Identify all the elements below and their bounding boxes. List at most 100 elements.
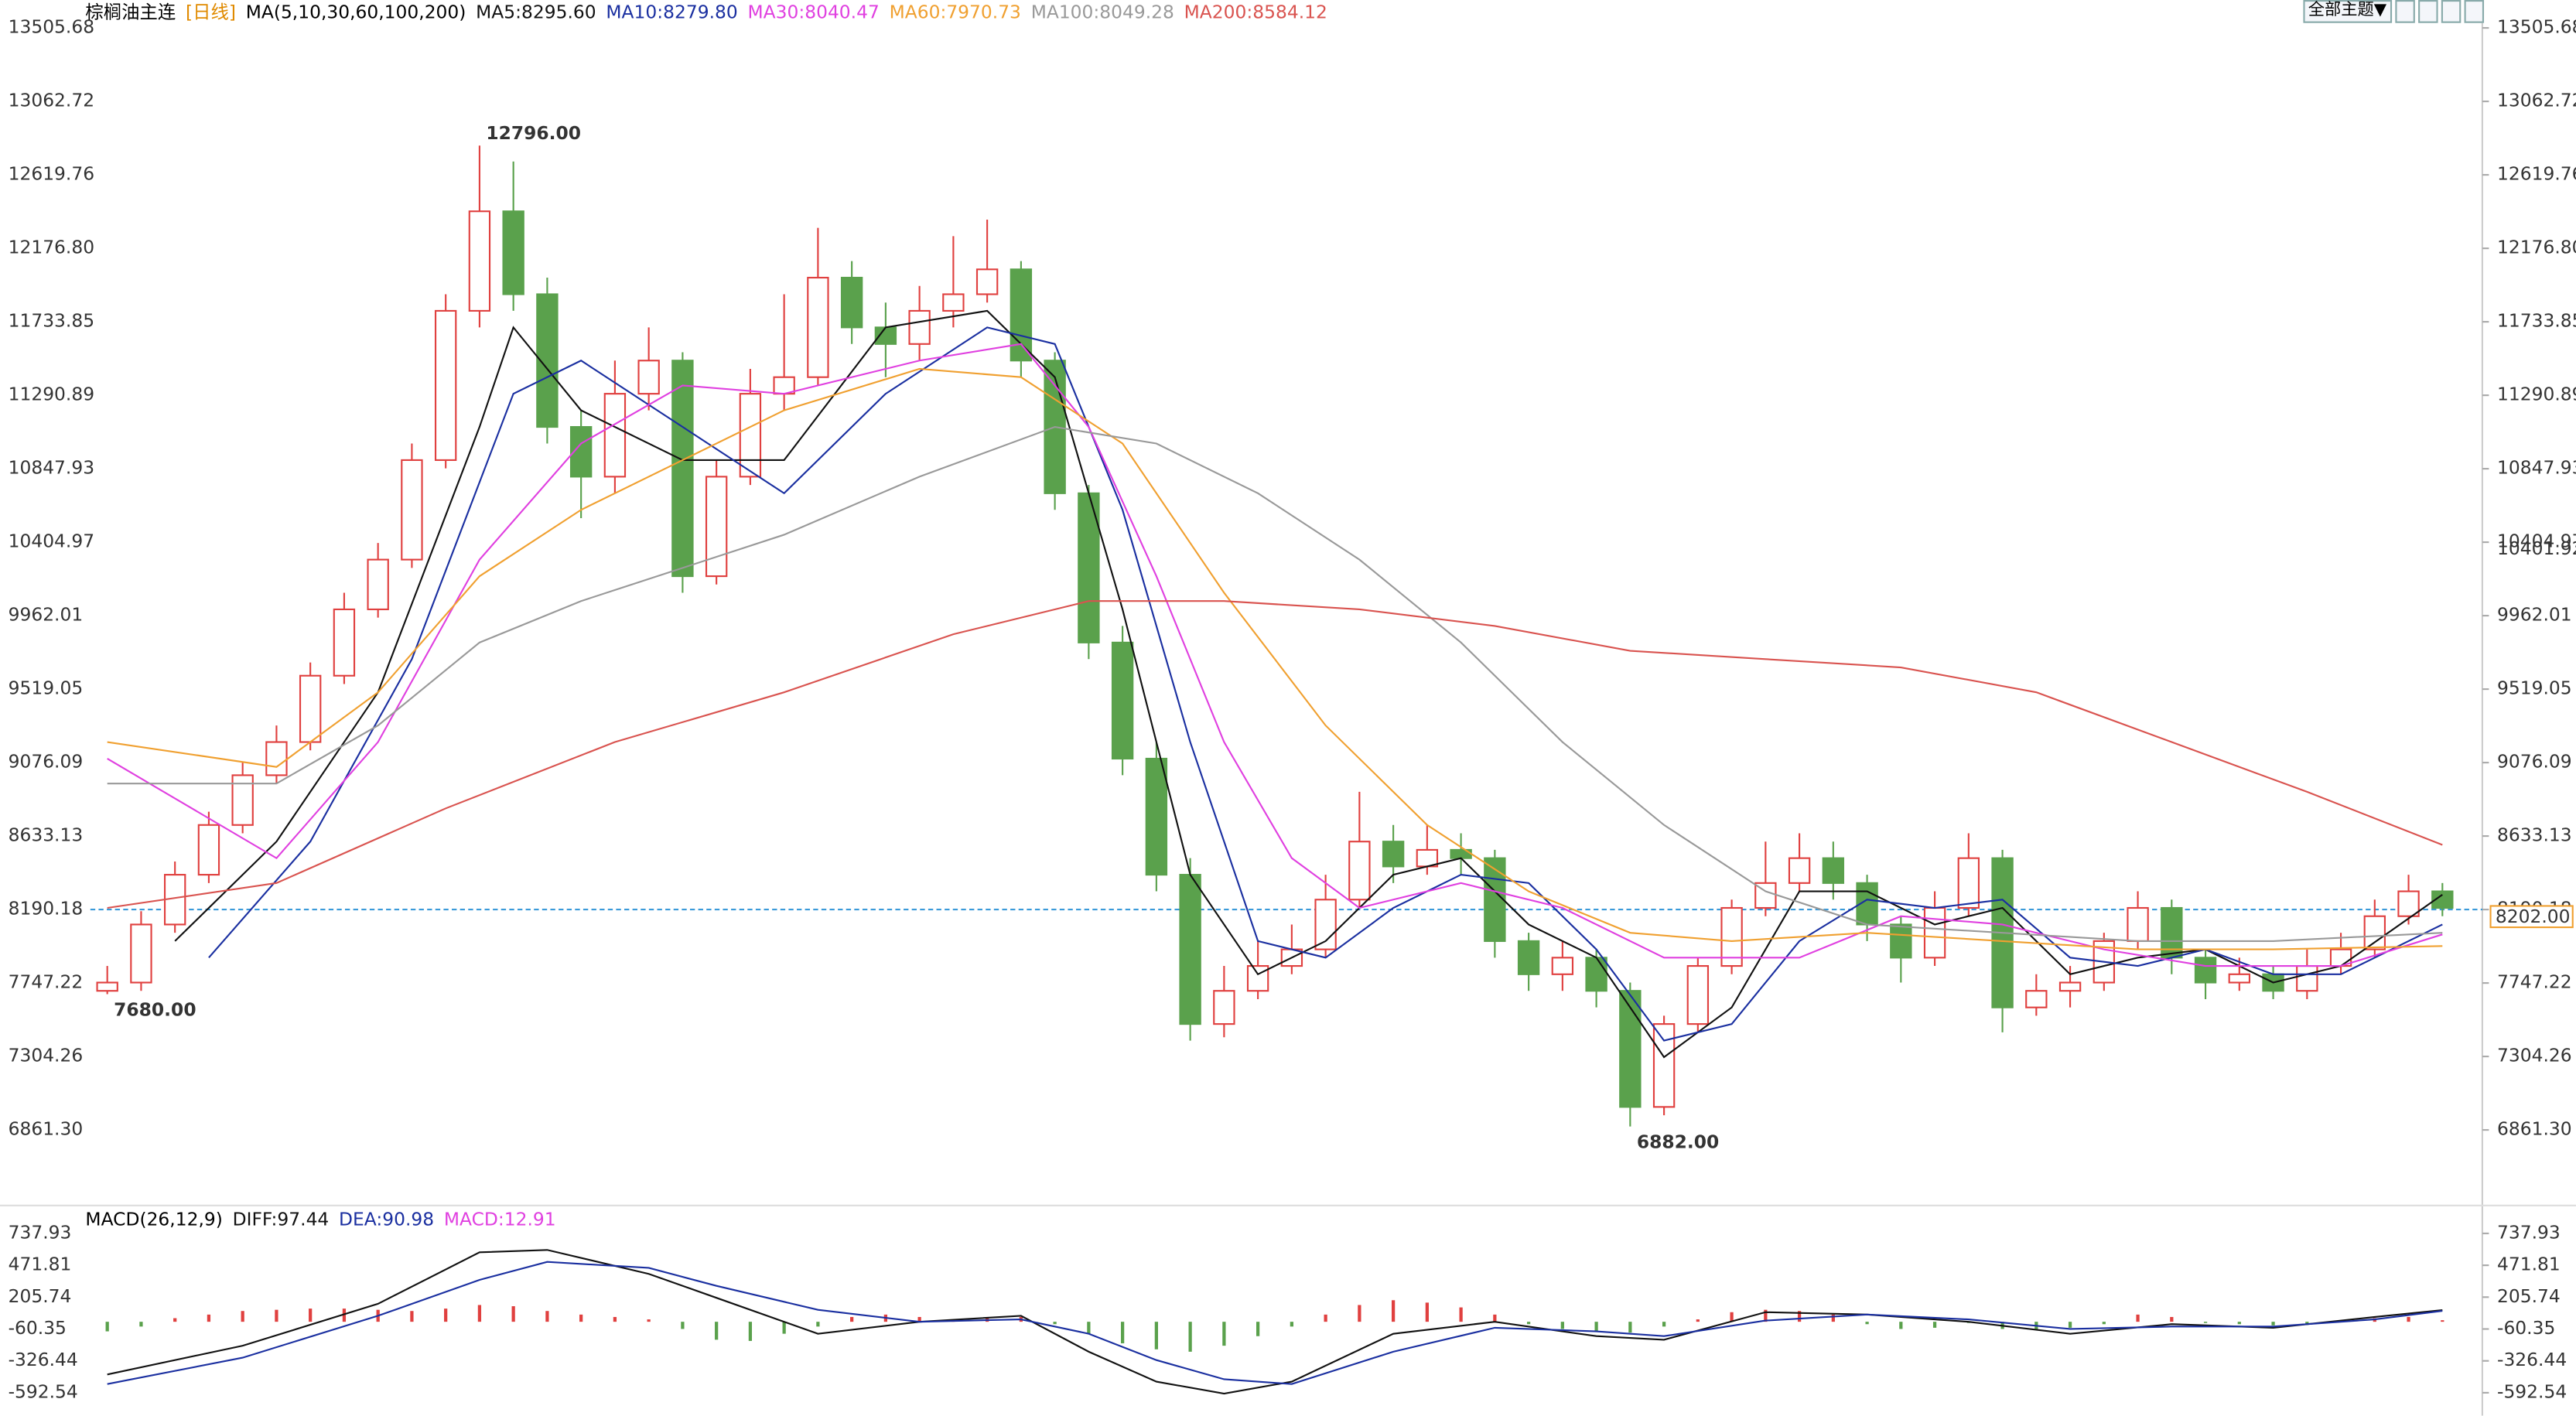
candle-body: [1788, 857, 1811, 884]
candle-body: [1213, 990, 1235, 1025]
candle-body: [840, 276, 863, 329]
candle-body: [2363, 915, 2386, 950]
y-tick-label-right: 12176.80: [2497, 237, 2576, 258]
y-tick-label: 7304.26: [9, 1045, 84, 1066]
candle-body: [908, 309, 931, 345]
y-tick-label-right: 11733.85: [2497, 310, 2576, 332]
macd-tick-label-right: 471.81: [2497, 1254, 2561, 1275]
candle-body: [163, 874, 186, 926]
annotation: 6882.00: [1637, 1131, 1719, 1152]
candle-body: [1348, 841, 1371, 901]
line: [107, 425, 2443, 942]
y-tick-label-right: 10847.93: [2497, 457, 2576, 479]
annotation: 12796.00: [486, 122, 581, 144]
y-tick-label-right: 13505.68: [2497, 16, 2576, 38]
y-tick-label: 10847.93: [9, 457, 94, 479]
macd-tick-label-right: 205.74: [2497, 1285, 2561, 1307]
macd-tick-label: 205.74: [9, 1285, 72, 1307]
candle-body: [671, 360, 694, 578]
icon-button[interactable]: [2441, 0, 2461, 23]
y-tick-label-right: 12619.76: [2497, 163, 2576, 185]
candle-body: [1822, 857, 1845, 884]
legend-item: MACD:12.91: [443, 1209, 556, 1230]
macd-tick-label: 737.93: [9, 1221, 72, 1243]
y-tick-label-right: 9962.01: [2497, 604, 2572, 626]
candle-body: [2397, 890, 2420, 917]
candle-body: [1517, 940, 1540, 975]
last-price-label: 8202.00: [2496, 906, 2571, 927]
candle-body: [2127, 906, 2149, 942]
legend-item: MA60:7970.73: [889, 2, 1021, 23]
y-tick-label-right: 13062.72: [2497, 90, 2576, 111]
candle-body: [1111, 641, 1134, 760]
ma-legend: 棕榈油主连 [日线] MA(5,10,30,60,100,200) MA5:82…: [85, 0, 1327, 25]
y-tick-label: 6861.30: [9, 1118, 84, 1140]
candle-body: [1246, 964, 1269, 992]
candle-body: [739, 393, 762, 478]
y-tick-label: 13505.68: [9, 16, 94, 38]
ma-title: MA(5,10,30,60,100,200): [245, 2, 466, 23]
candle-body: [231, 774, 254, 826]
macd-tick-label-right: -326.44: [2497, 1349, 2567, 1370]
candle-body: [975, 268, 999, 295]
legend-item: DIFF:97.44: [232, 1209, 330, 1230]
y-tick-label-right: 11290.89: [2497, 384, 2576, 405]
line: [174, 309, 2443, 1059]
candle-body: [1686, 964, 1710, 1025]
candle-body: [197, 824, 220, 876]
macd-tick-label: -326.44: [9, 1349, 78, 1370]
y-tick-label: 11290.89: [9, 384, 94, 405]
y-tick-label: 12176.80: [9, 237, 94, 258]
line: [107, 343, 2443, 967]
macd-tick-label-right: 737.93: [2497, 1221, 2561, 1243]
y-tick-label: 8190.18: [9, 898, 84, 920]
y-tick-label-right: 7304.26: [2497, 1045, 2572, 1066]
candle-body: [807, 276, 829, 378]
y-tick-label: 9076.09: [9, 751, 84, 773]
icon-button[interactable]: [2417, 0, 2438, 23]
candle-body: [603, 393, 627, 478]
candle-body: [2296, 964, 2318, 992]
legend-item: MA30:8040.47: [747, 2, 880, 23]
icon-button[interactable]: [2394, 0, 2415, 23]
candle-body: [96, 981, 118, 992]
legend-item: MA10:8279.80: [606, 2, 738, 23]
y-tick-label-right: 6861.30: [2497, 1118, 2572, 1140]
instrument: 棕榈油主连: [85, 2, 176, 23]
y-tick-label: 9519.05: [9, 677, 84, 699]
line: [107, 367, 2443, 950]
candle-body: [1382, 841, 1405, 868]
macd-tick-label-right: -60.35: [2497, 1317, 2555, 1339]
period: [日线]: [185, 2, 236, 23]
macd-legend: MACD(26,12,9) DIFF:97.44 DEA:90.98 MACD:12…: [85, 1207, 555, 1232]
y-tick-label-right: 10404.97: [2497, 531, 2576, 552]
candle-body: [942, 293, 965, 312]
line: [107, 1261, 2443, 1385]
macd-title: MACD(26,12,9): [85, 1209, 223, 1230]
legend-item: MA5:8295.60: [476, 2, 596, 23]
y-tick-label-right: 9076.09: [2497, 751, 2572, 773]
icon-button[interactable]: [2463, 0, 2484, 23]
candle-body: [130, 923, 152, 984]
candle-body: [2025, 990, 2048, 1008]
candle-body: [1720, 906, 1743, 967]
macd-tick-label-right: -592.54: [2497, 1380, 2567, 1402]
y-tick-label-right: 9519.05: [2497, 677, 2572, 699]
candle-body: [2161, 906, 2183, 959]
candle-body: [1585, 957, 1607, 992]
y-tick-label: 12619.76: [9, 163, 94, 185]
line: [107, 600, 2443, 909]
line: [107, 1249, 2443, 1395]
candle-body: [299, 674, 322, 743]
y-tick-label: 8633.13: [9, 824, 84, 846]
candle-body: [1619, 990, 1642, 1108]
legend-item: MA100:8049.28: [1030, 2, 1174, 23]
macd-tick-label: -592.54: [9, 1380, 78, 1402]
theme-button[interactable]: 全部主题▼: [2303, 0, 2392, 23]
candle-body: [2058, 981, 2082, 992]
candle-body: [265, 741, 288, 776]
candle-body: [705, 476, 728, 578]
candle-body: [1145, 757, 1168, 876]
